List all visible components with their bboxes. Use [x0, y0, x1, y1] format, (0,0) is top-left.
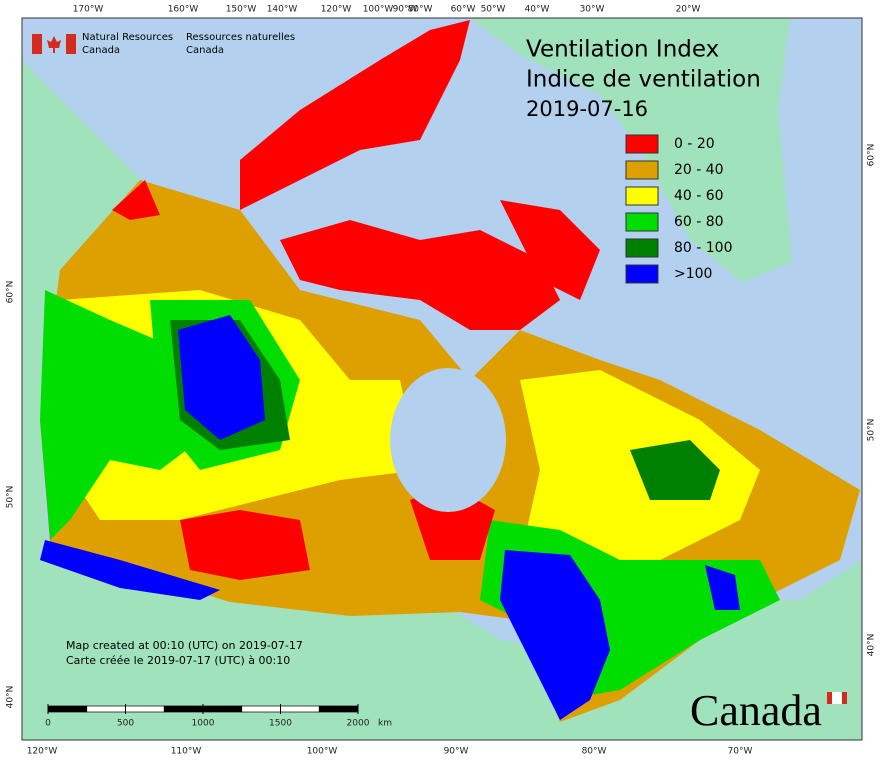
- graticule-label: 40°W: [525, 5, 550, 15]
- scale-segment: [202, 705, 243, 713]
- graticule-label: 120°W: [27, 747, 58, 757]
- graticule-label: 80°W: [408, 5, 433, 15]
- scale-segment: [86, 705, 126, 713]
- flag-bar: [66, 34, 76, 54]
- date: 2019-07-16: [526, 97, 648, 121]
- index-zone: [500, 200, 600, 300]
- index-zone: [180, 510, 310, 580]
- legend-label: 20 - 40: [674, 162, 724, 178]
- index-zone: [240, 20, 470, 210]
- scale-label: 0: [45, 719, 51, 729]
- graticule-label: 60°W: [451, 5, 476, 15]
- scale-label: 2000: [347, 719, 370, 729]
- graticule-label: 60°N: [6, 281, 16, 304]
- graticule-label: 40°N: [6, 686, 16, 709]
- graticule-label: 160°W: [168, 5, 199, 15]
- credit: Map created at 00:10 (UTC) on 2019-07-17: [66, 639, 303, 652]
- graticule-label: 20°W: [676, 5, 701, 15]
- agency-name: Natural Resources: [82, 32, 173, 43]
- credit: Carte créée le 2019-07-17 (UTC) à 00:10: [66, 654, 290, 667]
- legend-swatch: [625, 238, 659, 258]
- scale-segment: [241, 705, 281, 713]
- index-zone: [630, 440, 720, 500]
- hudson-bay: [390, 368, 506, 512]
- graticule-label: 50°N: [867, 419, 877, 442]
- graticule-label: 140°W: [267, 5, 298, 15]
- scale-segment: [163, 705, 204, 713]
- index-zone: [40, 540, 220, 600]
- graticule-label: 100°W: [363, 5, 394, 15]
- greenland: [470, 18, 792, 282]
- scale-label: 1500: [269, 719, 292, 729]
- united-states: [22, 540, 862, 740]
- flag-bar: [32, 34, 42, 54]
- graticule-label: 70°W: [728, 747, 753, 757]
- legend-label: 0 - 20: [674, 136, 715, 152]
- legend-label: >100: [674, 266, 712, 282]
- legend-label: 80 - 100: [674, 240, 733, 256]
- legend-swatch: [625, 264, 659, 284]
- index-zone: [705, 565, 740, 610]
- index-zone: [112, 180, 160, 220]
- scale-label: 500: [117, 719, 134, 729]
- index-zone: [178, 315, 265, 440]
- maple-leaf: [47, 36, 61, 53]
- index-zone: [280, 220, 560, 330]
- wordmark-text: Canada: [690, 686, 822, 735]
- map-frame: [21, 17, 863, 741]
- scale-label: 1000: [192, 719, 215, 729]
- graticule-label: 120°W: [321, 5, 352, 15]
- graticule-label: 110°W: [171, 747, 202, 757]
- legend-swatch: [625, 134, 659, 154]
- legend-swatch: [625, 186, 659, 206]
- graticule-label: 90°W: [444, 747, 469, 757]
- graticule-label: 80°W: [582, 747, 607, 757]
- wordmark-flag: [832, 692, 842, 704]
- title: Indice de ventilation: [526, 67, 761, 93]
- index-zone: [500, 550, 610, 720]
- agency-logo: Natural Resources Canada Ressources natu…: [32, 32, 295, 56]
- agency-name: Ressources naturelles: [186, 32, 295, 43]
- title: Ventilation Index: [526, 37, 719, 63]
- map-area: [22, 18, 862, 740]
- graticule-label: 170°W: [73, 5, 104, 15]
- agency-name: Canada: [82, 45, 120, 56]
- legend-swatch: [625, 212, 659, 232]
- legend-label: 40 - 60: [674, 188, 724, 204]
- scale-unit: km: [378, 719, 392, 729]
- graticule-label: 50°N: [6, 486, 16, 509]
- graticule-label: 40°N: [867, 634, 877, 657]
- graticule-label: 60°N: [867, 144, 877, 167]
- graticule-label: 50°W: [481, 5, 506, 15]
- alaska: [22, 60, 140, 600]
- agency-name: Canada: [186, 45, 224, 56]
- scale-segment: [318, 705, 359, 713]
- scale-segment: [125, 705, 165, 713]
- graticule-label: 90°W: [393, 5, 418, 15]
- graticule-label: 150°W: [226, 5, 257, 15]
- scale-segment: [47, 705, 88, 713]
- graticule-label: 30°W: [580, 5, 605, 15]
- legend-swatch: [625, 160, 659, 180]
- legend-label: 60 - 80: [674, 214, 724, 230]
- wordmark: Canada: [690, 686, 847, 735]
- scale-segment: [280, 705, 320, 713]
- graticule-label: 100°W: [307, 747, 338, 757]
